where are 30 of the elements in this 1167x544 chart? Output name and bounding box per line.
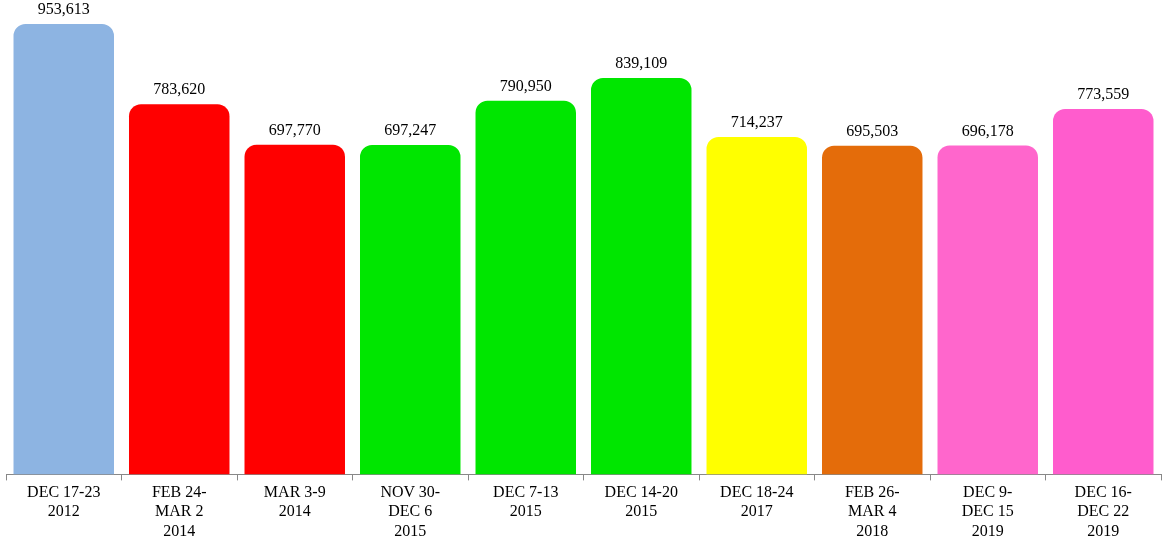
data-label: 790,950 [499, 76, 552, 94]
data-label: 695,503 [846, 122, 899, 140]
data-label: 696,178 [961, 121, 1014, 139]
data-label: 839,109 [615, 54, 668, 72]
bar [475, 100, 576, 475]
x-tick-label: DEC 14-20 2015 [604, 483, 678, 520]
bar [822, 145, 923, 475]
bar [591, 78, 692, 475]
data-label: 714,237 [730, 113, 783, 131]
x-tick-label: DEC 17-23 2012 [27, 483, 101, 520]
data-label: 773,559 [1077, 85, 1130, 103]
data-label: 697,247 [384, 121, 437, 139]
bar [937, 145, 1038, 475]
x-tick-label: MAR 3-9 2014 [263, 483, 326, 520]
bar [1053, 108, 1154, 475]
bar [244, 144, 345, 475]
bar [129, 104, 230, 475]
x-tick-label: DEC 9- DEC 15 2019 [961, 483, 1014, 539]
x-tick-label: FEB 24- MAR 2 2014 [151, 483, 207, 539]
x-tick-label: DEC 18-24 2017 [720, 483, 794, 520]
data-label: 697,770 [268, 120, 321, 138]
x-tick-label: DEC 7-13 2015 [493, 483, 559, 520]
bar [360, 145, 461, 475]
x-tick-label: FEB 26- MAR 4 2018 [844, 483, 900, 539]
bar [706, 136, 807, 475]
x-tick-label: DEC 16- DEC 22 2019 [1074, 483, 1132, 539]
data-label: 953,613 [37, 0, 90, 18]
bar [13, 23, 114, 475]
data-label: 783,620 [153, 80, 206, 98]
x-tick-label: NOV 30- DEC 6 2015 [380, 483, 441, 539]
